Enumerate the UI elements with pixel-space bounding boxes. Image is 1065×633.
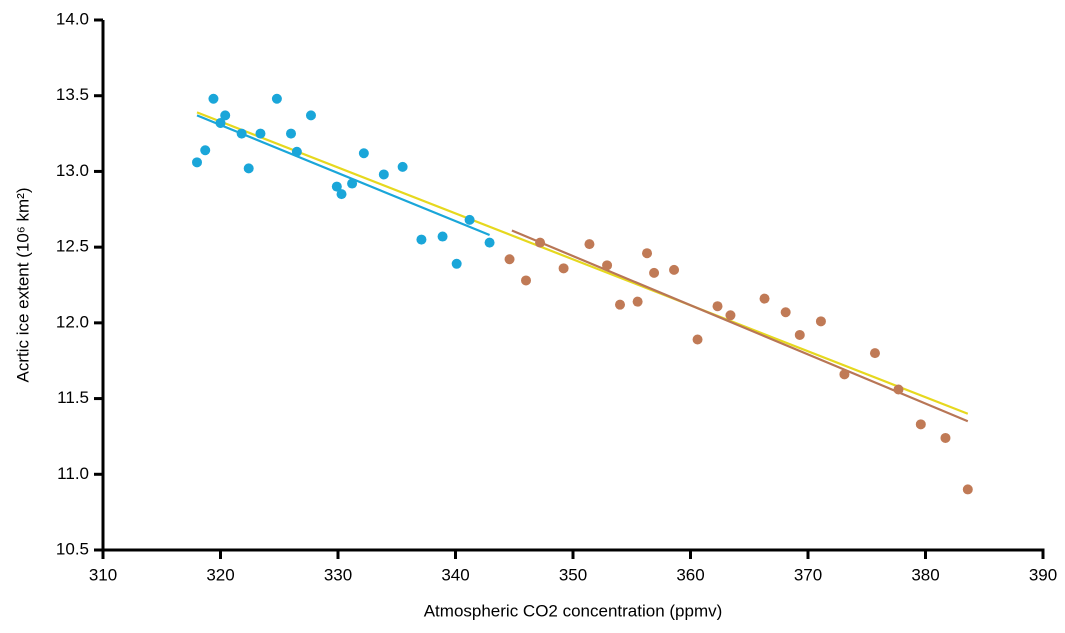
data-point [397, 161, 408, 172]
data-point [521, 275, 531, 286]
data-point [331, 181, 342, 192]
x-tick-label: 330 [324, 565, 352, 584]
y-tick-label: 13.0 [56, 161, 89, 180]
y-tick-label: 13.5 [56, 85, 89, 104]
data-point [437, 231, 448, 242]
data-point [451, 258, 462, 269]
y-tick-label: 14.0 [56, 9, 89, 28]
data-point [615, 299, 625, 310]
data-point [291, 146, 302, 157]
y-tick-label: 11.5 [57, 388, 89, 407]
x-tick-label: 350 [559, 565, 587, 584]
x-tick-label: 360 [676, 565, 704, 584]
data-point [347, 178, 358, 189]
data-point [692, 334, 703, 345]
data-point [815, 316, 826, 327]
data-point [940, 432, 951, 443]
data-point [602, 260, 613, 271]
data-point [632, 296, 643, 307]
data-point [236, 128, 247, 139]
data-point [484, 237, 495, 248]
data-point [962, 484, 973, 495]
x-tick-label: 310 [89, 565, 117, 584]
data-point [794, 329, 805, 340]
data-point [759, 293, 770, 304]
data-point [305, 110, 316, 121]
x-tick-label: 370 [794, 565, 822, 584]
data-point [416, 234, 427, 245]
y-tick-label: 12.5 [56, 237, 89, 256]
y-tick-label: 12.0 [56, 312, 89, 331]
data-point [839, 369, 850, 380]
data-point [200, 145, 211, 156]
fit-line [511, 229, 969, 423]
data-point [220, 110, 231, 121]
data-point [192, 157, 202, 168]
data-point [893, 384, 904, 395]
data-point [243, 163, 254, 174]
data-point [869, 348, 880, 359]
x-tick-label: 380 [911, 565, 939, 584]
x-tick-label: 390 [1029, 565, 1057, 584]
data-point [504, 254, 515, 265]
data-point [255, 128, 266, 139]
x-tick-label: 320 [206, 565, 234, 584]
data-point [780, 307, 791, 318]
data-point [336, 189, 347, 200]
x-tick-label: 340 [441, 565, 469, 584]
data-point [215, 117, 226, 128]
y-tick-label: 11.0 [57, 464, 89, 483]
data-point [358, 148, 369, 159]
fit-line [196, 111, 969, 415]
data-point [535, 237, 546, 248]
data-point [649, 267, 660, 278]
data-point [915, 419, 926, 430]
x-axis-label: Atmospheric CO2 concentration (ppmv) [424, 601, 723, 620]
data-point [669, 264, 680, 275]
data-point [464, 214, 475, 225]
data-point [208, 93, 219, 104]
data-point [271, 93, 282, 104]
data-point [725, 310, 736, 321]
data-point [558, 263, 569, 274]
data-point [286, 128, 296, 139]
data-point [378, 169, 389, 180]
data-point [642, 248, 653, 259]
y-tick-label: 10.5 [56, 539, 89, 558]
data-point [712, 301, 723, 312]
data-point [584, 239, 595, 250]
y-axis-label: Acrtic ice extent (10⁶ km²) [13, 188, 32, 383]
